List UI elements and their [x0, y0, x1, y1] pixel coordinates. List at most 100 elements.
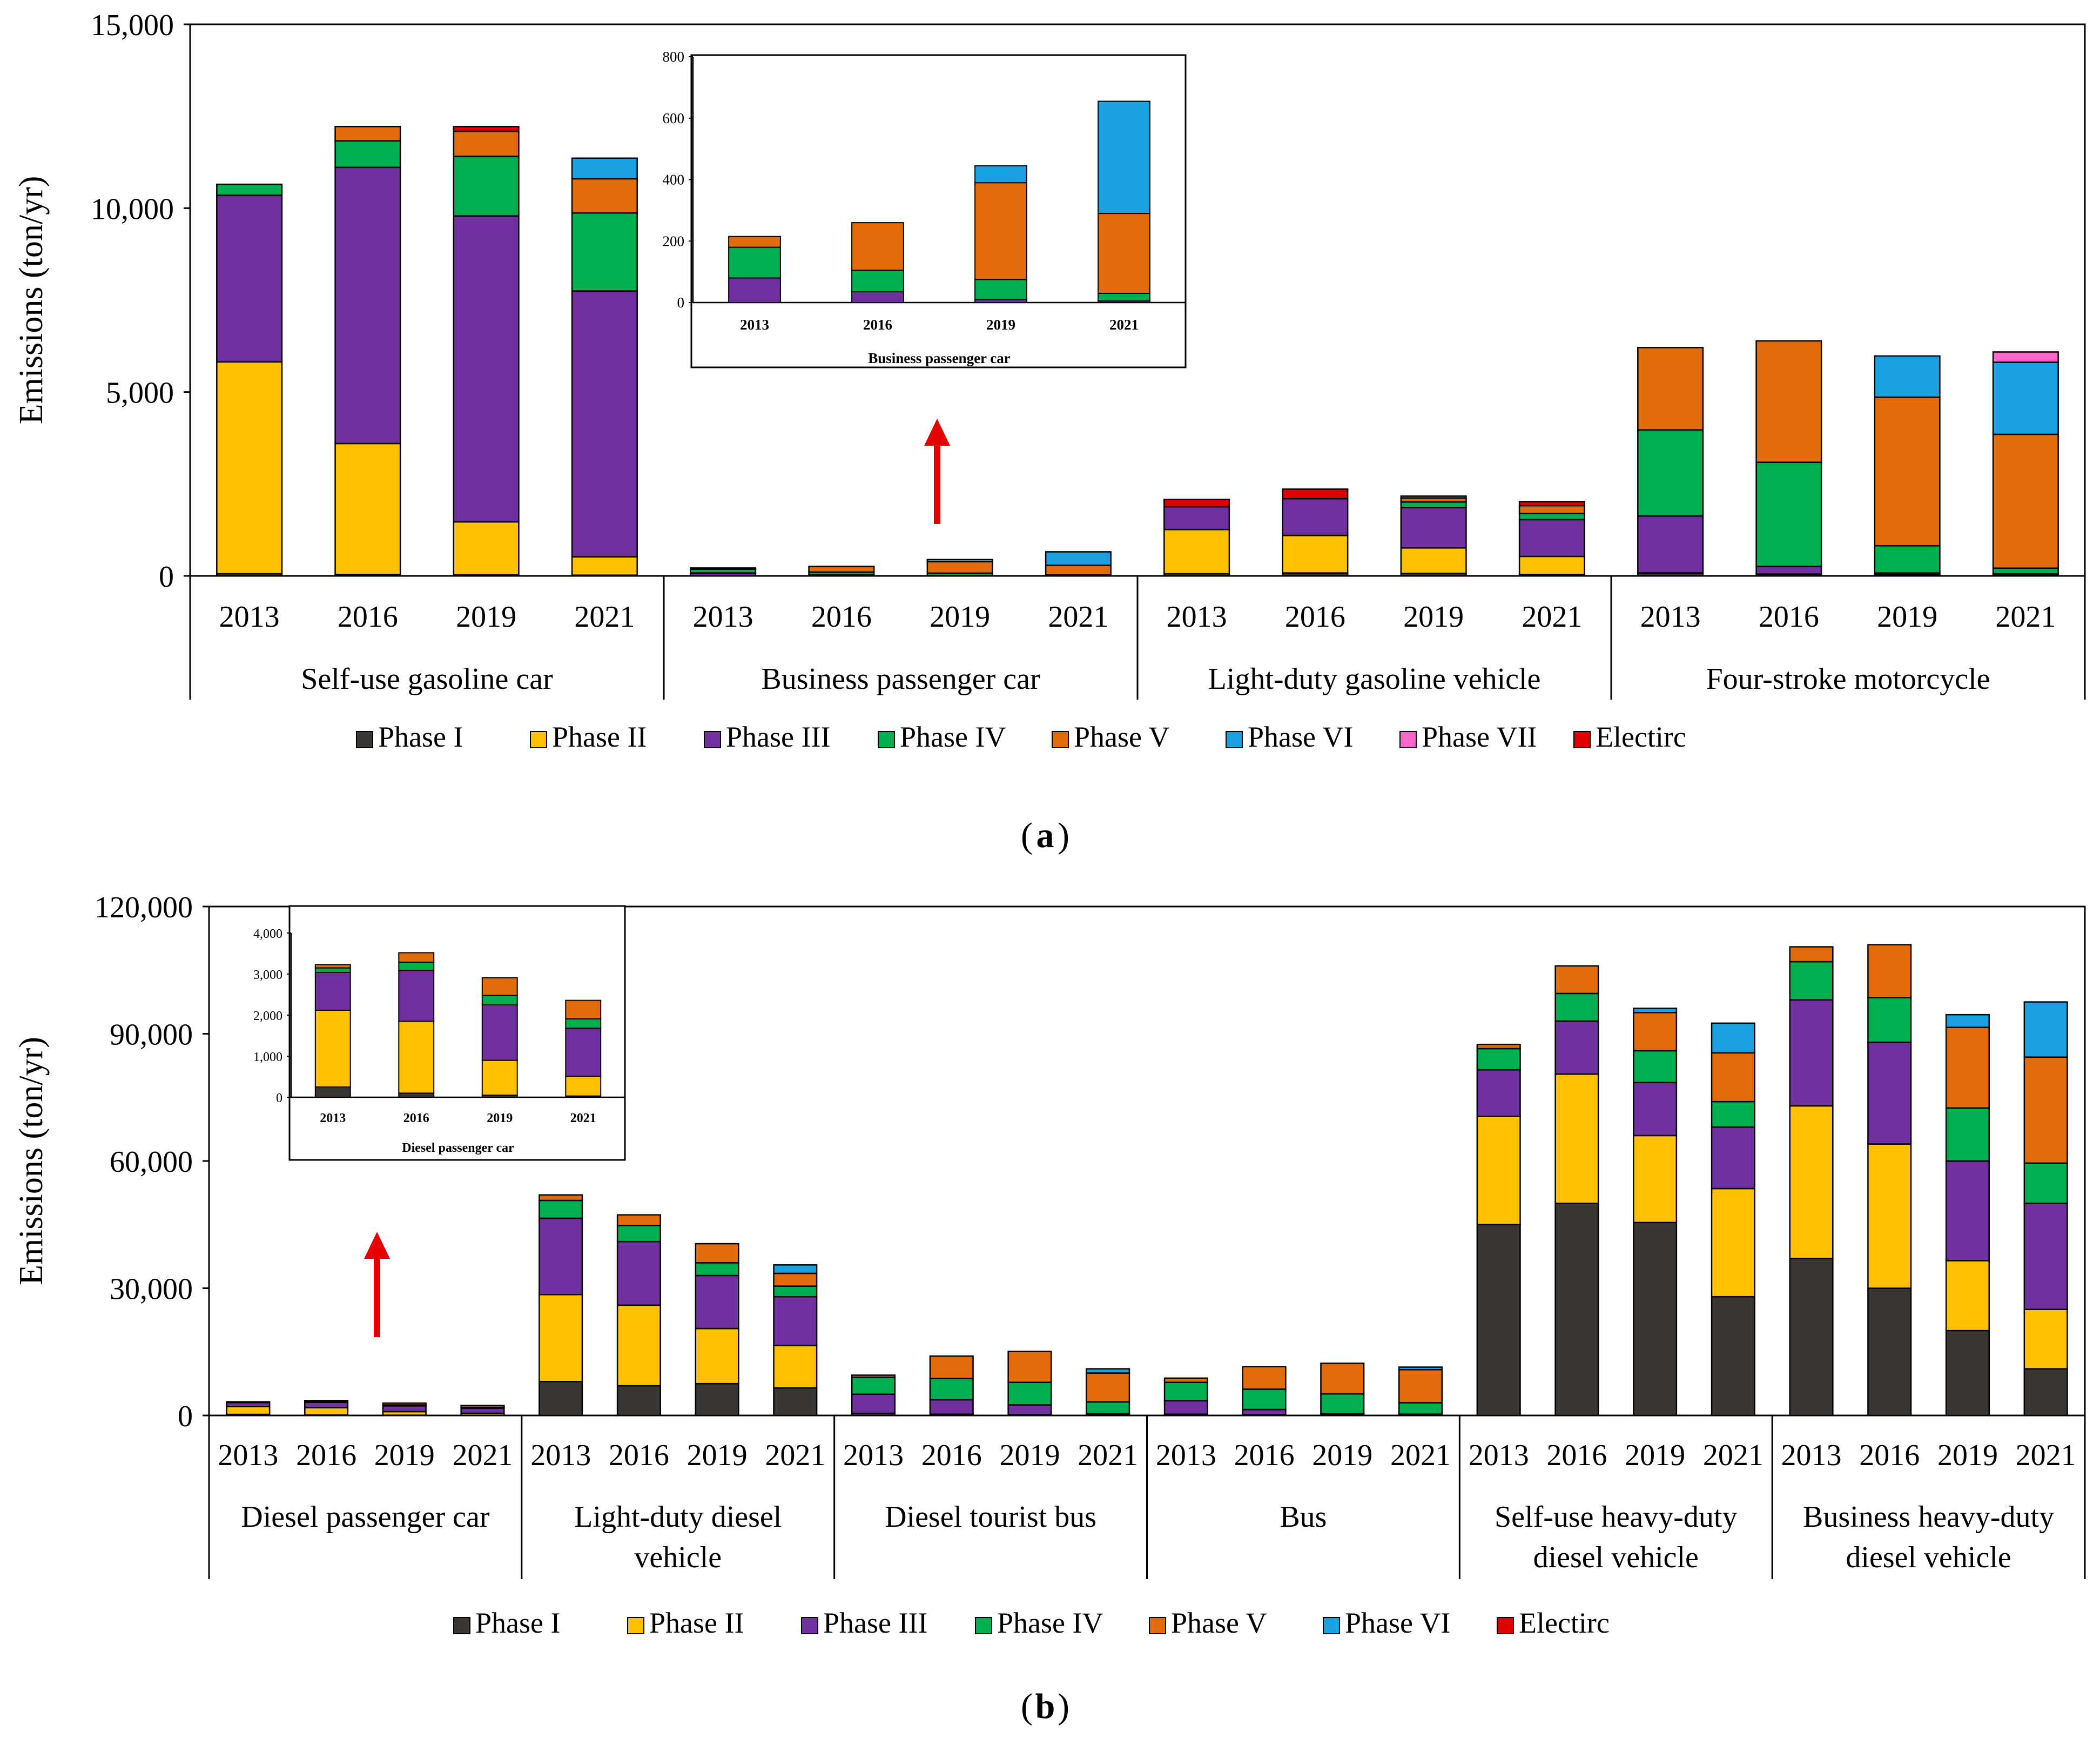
panel-b-inset-bar-segment [481, 977, 518, 996]
panel-a-inset-bar-segment [974, 279, 1027, 300]
panel-a-bar-segment-phase-iii [1637, 515, 1704, 574]
panel-b-bar-segment-phase-ii [304, 1407, 349, 1416]
panel-b-bar-segment-phase-iv [929, 1378, 974, 1401]
panel-b-bar-segment-phase-v [1945, 1026, 1990, 1109]
panel-b-bar-segment-phase-iii [773, 1296, 818, 1346]
panel-b-bar-segment-phase-v [695, 1243, 739, 1264]
panel-b-bar-segment-phase-iv [1554, 992, 1599, 1022]
panel-b-bar-segment-phase-iii [616, 1240, 661, 1306]
panel-a-year-label: 2013 [219, 600, 280, 634]
panel-b-bar-segment-phase-ii [1554, 1073, 1599, 1204]
panel-b-bar-segment-phase-v [1554, 965, 1599, 995]
panel-b-bar-segment-phase-iii [1163, 1400, 1208, 1415]
panel-b-inset-ytick-label: 3,000 [253, 968, 282, 982]
panel-b-bar-segment-phase-i [539, 1380, 583, 1417]
panel-b-bar-segment-phase-iv [1320, 1393, 1365, 1415]
panel-a-inset-bar-segment [851, 270, 904, 293]
panel-b-year-label: 2016 [1859, 1439, 1920, 1472]
panel-b-year-label: 2016 [1546, 1439, 1607, 1472]
panel-b-year-label: 2019 [1312, 1439, 1372, 1472]
panel-a-bar-segment-phase-vii [1992, 351, 2059, 363]
panel-b-group-label: Self-use heavy-duty [1495, 1500, 1737, 1534]
panel-b-inset-bar-segment [398, 1092, 435, 1098]
panel-b-legend-entry: Phase VI [1345, 1607, 1451, 1639]
panel-b-inset-bar-segment [481, 995, 518, 1006]
panel-a-ytick-label: 5,000 [106, 377, 174, 410]
panel-b-inset-category-label: 2019 [487, 1111, 513, 1125]
panel-b-bar-segment-phase-vi [1398, 1366, 1443, 1371]
panel-b-bar-segment-phase-iv [851, 1377, 896, 1395]
panel-a-bar-segment-phase-iii [1163, 506, 1230, 531]
panel-b-bar-segment-phase-ii [1633, 1135, 1678, 1224]
panel-b-bar-segment-phase-iv [616, 1225, 661, 1243]
panel-b-legend-swatch [1149, 1617, 1166, 1634]
panel-b-inset-bar-segment [314, 967, 351, 973]
panel-a-inset-xlabel: Business passenger car [868, 350, 1011, 366]
panel-b-inset-ytick-label: 0 [276, 1091, 282, 1105]
panel-b-bar-segment-phase-v [929, 1355, 974, 1379]
panel-b-year-label: 2013 [1156, 1439, 1216, 1472]
panel-b-year-label: 2013 [843, 1439, 904, 1472]
panel-b-bar-segment-phase-iv [539, 1199, 583, 1219]
panel-a-group-label: Business passenger car [761, 662, 1040, 696]
panel-a-inset-bar-segment [851, 222, 904, 271]
panel-b-bar-segment-phase-i [1554, 1203, 1599, 1417]
panel-b-inset-bar-segment [314, 964, 351, 969]
panel-b-legend-swatch [1323, 1617, 1340, 1634]
panel-b-bar-segment-phase-v [1320, 1363, 1365, 1395]
panel-a-bar-segment-phase-vi [571, 157, 638, 180]
panel-a-inset-ytick-label: 200 [663, 233, 685, 249]
panel-a-bar-segment-phase-iv [1400, 501, 1467, 508]
panel-b-bar-segment-phase-i [1633, 1222, 1678, 1417]
panel-a-bar-segment-phase-ii [1400, 547, 1467, 574]
panel-b-year-label: 2013 [218, 1439, 278, 1472]
panel-b-bar-segment-phase-iv [1398, 1402, 1443, 1415]
panel-b-year-label: 2013 [530, 1439, 591, 1472]
panel-b-bar-segment-phase-iii [1007, 1404, 1052, 1415]
panel-b-bar-segment-phase-iii [1633, 1082, 1678, 1137]
panel-a-bar-segment-phase-v [1045, 565, 1112, 576]
panel-b-bar-segment-phase-v [539, 1194, 583, 1202]
panel-a-bar-segment-phase-iv [1755, 461, 1822, 567]
panel-b-legend-swatch [975, 1617, 992, 1634]
panel-b-inset-bar-segment [314, 1086, 351, 1098]
panel-a-ytick-label: 15,000 [91, 9, 174, 42]
panel-b-inset-category-label: 2013 [320, 1111, 346, 1125]
panel-b-inset-ytick-label: 1,000 [253, 1050, 282, 1064]
panel-b-legend-swatch [1497, 1617, 1514, 1634]
panel-a-legend-swatch [704, 731, 721, 748]
panel-a-year-label: 2016 [338, 600, 398, 634]
panel-a-bar-segment-phase-ii [1163, 528, 1230, 575]
panel-b-legend-entry: Phase III [823, 1607, 927, 1639]
panel-a-legend-entry: Phase I [378, 721, 463, 753]
panel-b-year-label: 2021 [1390, 1439, 1451, 1472]
panel-b-bar-segment-phase-iii [539, 1217, 583, 1296]
panel-a-ytick-label: 0 [159, 560, 174, 594]
panel-b-bar-segment-phase-iv [1163, 1381, 1208, 1401]
panel-b-bar-segment-phase-iii [1945, 1160, 1990, 1261]
panel-b-bar-segment-phase-v [1476, 1043, 1521, 1050]
panel-b-inset-bar-segment [398, 952, 435, 963]
panel-b-bar-segment-phase-iv [695, 1262, 739, 1277]
panel-b-inset-bar-segment [565, 1076, 602, 1097]
panel-a-caption-open: ( [1021, 816, 1033, 855]
panel-b-ytick-label: 90,000 [110, 1018, 193, 1052]
panel-a-legend-swatch [530, 731, 547, 748]
panel-a-bar-segment-phase-iv [1637, 429, 1704, 517]
panel-b-ytick-label: 30,000 [110, 1273, 193, 1306]
panel-b-inset-bar-segment [398, 961, 435, 971]
panel-a-bar-segment-phase-vi [1400, 495, 1467, 499]
panel-a-year-label: 2019 [1877, 600, 1937, 634]
panel-a-bar-segment-phase-iv [1518, 513, 1585, 521]
panel-a-legend-swatch [1226, 731, 1243, 748]
panel-b-bar-segment-phase-v [1163, 1377, 1208, 1384]
panel-a-bar-segment-phase-v [690, 567, 757, 570]
panel-a-bar-segment-phase-vi [1992, 361, 2059, 435]
panel-a-bar-segment-phase-iv [453, 156, 520, 217]
panel-b-bar-segment-phase-ii [2023, 1308, 2068, 1370]
panel-b-inset-bar-segment [565, 1028, 602, 1077]
panel-a-bar-segment-phase-ii [334, 442, 401, 575]
panel-b-inset-bar-segment [565, 1018, 602, 1029]
panel-a-bar-segment-phase-iii [334, 166, 401, 445]
panel-a-bar-segment-phase-iv [216, 183, 283, 196]
